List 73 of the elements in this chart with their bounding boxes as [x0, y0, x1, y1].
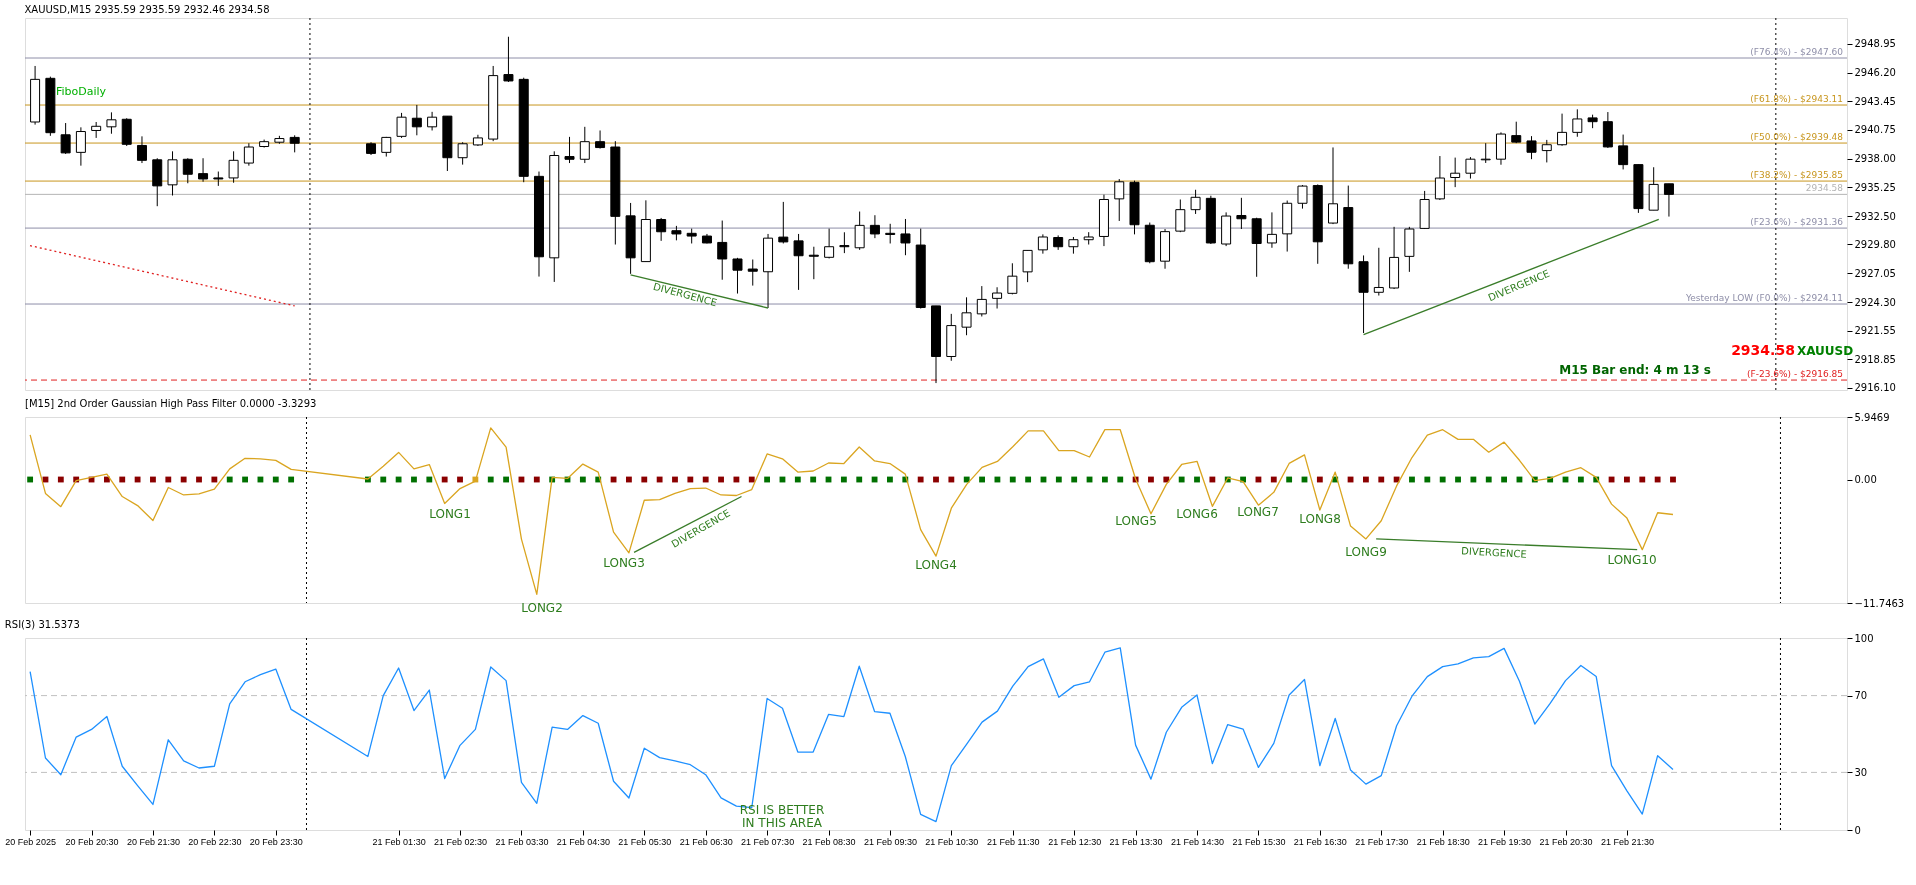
y-tick-label: 2948.95	[1854, 38, 1896, 50]
ref-line-label: Yesterday LOW (F0.0%) - $2924.11	[1684, 293, 1843, 304]
x-tick-label: 20 Feb 21:30	[126, 836, 180, 847]
y-tick-label: 100	[1854, 632, 1874, 644]
annotation: 2934.58	[1731, 342, 1795, 358]
annotation: LONG1	[429, 507, 471, 521]
y-tick-label: −11.7463	[1854, 597, 1905, 609]
y-tick-label: 2916.10	[1854, 382, 1896, 394]
x-tick-label: 21 Feb 15:30	[1232, 836, 1286, 847]
annotation: LONG3	[603, 556, 645, 570]
x-tick-label: 21 Feb 14:30	[1170, 836, 1225, 847]
x-tick-label: 21 Feb 13:30	[1109, 836, 1163, 847]
x-tick-label: 21 Feb 07:30	[741, 836, 795, 847]
x-tick-label: 21 Feb 11:30	[987, 836, 1040, 847]
y-tick-label: 70	[1854, 690, 1868, 702]
y-tick-label: 2940.75	[1854, 124, 1896, 136]
x-tick-label: 21 Feb 08:30	[802, 836, 856, 847]
annotation: LONG10	[1607, 553, 1657, 567]
x-tick-label: 21 Feb 20:30	[1539, 836, 1593, 847]
y-tick-label: 30	[1854, 766, 1868, 778]
y-tick-label: 2927.05	[1854, 267, 1896, 279]
x-tick-label: 21 Feb 17:30	[1355, 836, 1409, 847]
ref-line-label: (F76.4%) - $2947.60	[1750, 47, 1844, 58]
annotation: XAUUSD	[1796, 344, 1854, 358]
y-tick-label: 2946.20	[1854, 67, 1896, 79]
x-tick-label: 21 Feb 06:30	[679, 836, 733, 847]
ref-line-label: (F23.6%) - $2931.36	[1750, 217, 1844, 228]
ref-line-label: (F61.8%) - $2943.11	[1750, 94, 1843, 105]
y-tick-label: 2918.85	[1854, 353, 1896, 365]
y-tick-label: 2932.50	[1854, 210, 1896, 222]
x-tick-label: 21 Feb 03:30	[495, 836, 549, 847]
x-tick-label: 21 Feb 04:30	[556, 836, 610, 847]
y-tick-label: 0.00	[1854, 474, 1877, 486]
x-tick-label: 21 Feb 10:30	[925, 836, 979, 847]
y-tick-label: 2938.00	[1854, 153, 1896, 165]
annotation: M15 Bar end: 4 m 13 s	[1559, 363, 1711, 377]
x-tick-label: 21 Feb 12:30	[1048, 836, 1102, 847]
x-tick-label: 21 Feb 18:30	[1416, 836, 1470, 847]
x-tick-label: 21 Feb 21:30	[1600, 836, 1654, 847]
x-tick-label: 21 Feb 01:30	[372, 836, 426, 847]
x-tick-label: 21 Feb 19:30	[1478, 836, 1532, 847]
x-tick-label: 20 Feb 20:30	[65, 836, 119, 847]
annotation: LONG8	[1299, 512, 1341, 526]
x-tick-label: 21 Feb 05:30	[618, 836, 672, 847]
annotation: LONG4	[915, 558, 957, 572]
x-tick-label: 21 Feb 09:30	[863, 836, 917, 847]
ref-line-label: (F50.0%) - $2939.48	[1750, 132, 1844, 143]
y-tick-label: 2929.80	[1854, 238, 1896, 250]
x-tick-label: 20 Feb 22:30	[188, 836, 242, 847]
y-tick-label: 2935.25	[1854, 181, 1896, 193]
annotation: LONG7	[1237, 505, 1279, 519]
annotation: LONG6	[1176, 507, 1218, 521]
chart-title: RSI(3) 31.5373	[4, 619, 80, 630]
annotation: LONG9	[1345, 545, 1387, 559]
annotation: LONG2	[521, 601, 563, 615]
ref-line-label: 2934.58	[1805, 183, 1844, 194]
x-tick-label: 21 Feb 02:30	[434, 836, 488, 847]
x-tick-label: 20 Feb 23:30	[249, 836, 303, 847]
y-tick-label: 5.9469	[1854, 411, 1890, 423]
annotation: FiboDaily	[55, 85, 107, 98]
y-tick-label: 2924.30	[1854, 296, 1896, 308]
x-tick-label: 20 Feb 2025	[5, 836, 56, 847]
chart-title: XAUUSD,M15 2935.59 2935.59 2932.46 2934.58	[24, 3, 270, 15]
y-tick-label: 2943.45	[1854, 95, 1896, 107]
annotation: LONG5	[1115, 514, 1157, 528]
chart-title: [M15] 2nd Order Gaussian High Pass Filter 0.0000 -3.3293	[25, 398, 317, 409]
x-tick-label: 21 Feb 16:30	[1293, 836, 1347, 847]
annotation: RSI IS BETTER IN THIS AREA	[739, 803, 825, 830]
ref-line-label: (F38.2%) - $2935.85	[1750, 170, 1843, 181]
y-tick-label: 2921.55	[1854, 325, 1896, 337]
y-tick-label: 0	[1854, 824, 1861, 836]
ref-line-label: (F-23.6%) - $2916.85	[1747, 369, 1843, 380]
annotation: DIVERGENCE	[1460, 545, 1528, 560]
